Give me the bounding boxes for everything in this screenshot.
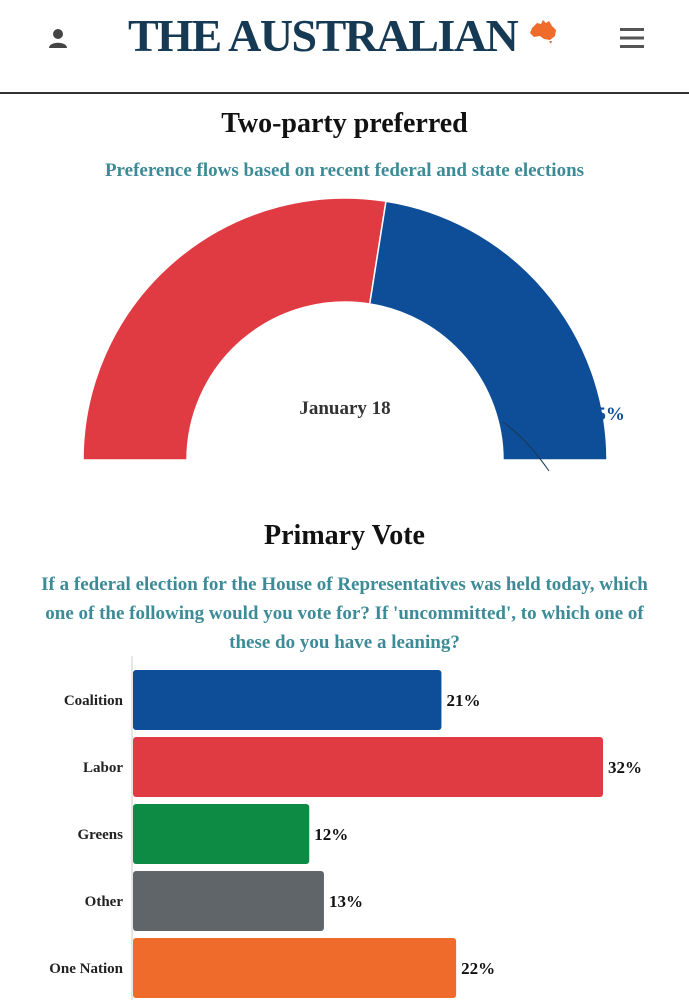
bar-other — [133, 871, 324, 931]
bar-label-one-nation: One Nation — [49, 961, 123, 977]
alp-label-leader — [166, 431, 175, 443]
bar-value-coalition: 21% — [446, 691, 480, 710]
bar-label-greens: Greens — [77, 827, 123, 843]
gauge-slice-alp — [82, 197, 387, 461]
site-logo[interactable]: THE AUSTRALIAN — [128, 10, 519, 61]
alp-slice-label: ALP 55% — [88, 417, 168, 438]
australia-map-icon — [530, 20, 556, 44]
primary-vote-bar-chart: Coalition 21% Labor 32% Greens 12% Other 13% One… — [49, 656, 642, 1000]
two-party-preferred-subtitle: Preference flows based on recent federal… — [104, 160, 585, 181]
coalition-label-leader — [502, 421, 550, 472]
bar-label-other: Other — [85, 894, 124, 910]
bar-labor — [133, 737, 603, 797]
primary-vote-question: If a federal election for the House of R… — [41, 574, 648, 653]
bar-label-labor: Labor — [83, 760, 123, 776]
coalition-slice-label: Coalition 45% — [507, 404, 625, 425]
bar-label-coalition: Coalition — [64, 693, 124, 709]
bar-value-one-nation: 22% — [461, 959, 495, 978]
hamburger-menu-icon[interactable] — [618, 26, 646, 50]
user-icon[interactable] — [46, 26, 70, 50]
gauge-slice-coalition — [368, 200, 608, 461]
two-party-preferred-title: Two-party preferred — [221, 108, 468, 139]
bar-coalition — [133, 670, 442, 730]
bar-one-nation — [133, 938, 457, 998]
bar-value-labor: 32% — [608, 758, 642, 777]
two-party-gauge-chart: ALP 55% Coalition 45% January 18 — [82, 197, 625, 472]
site-header: THE AUSTRALIAN — [0, 0, 689, 94]
bar-value-greens: 12% — [314, 825, 348, 844]
bar-greens — [133, 804, 310, 864]
gauge-date-label: January 18 — [299, 398, 390, 419]
primary-vote-title: Primary Vote — [264, 520, 425, 551]
bar-value-other: 13% — [329, 892, 363, 911]
